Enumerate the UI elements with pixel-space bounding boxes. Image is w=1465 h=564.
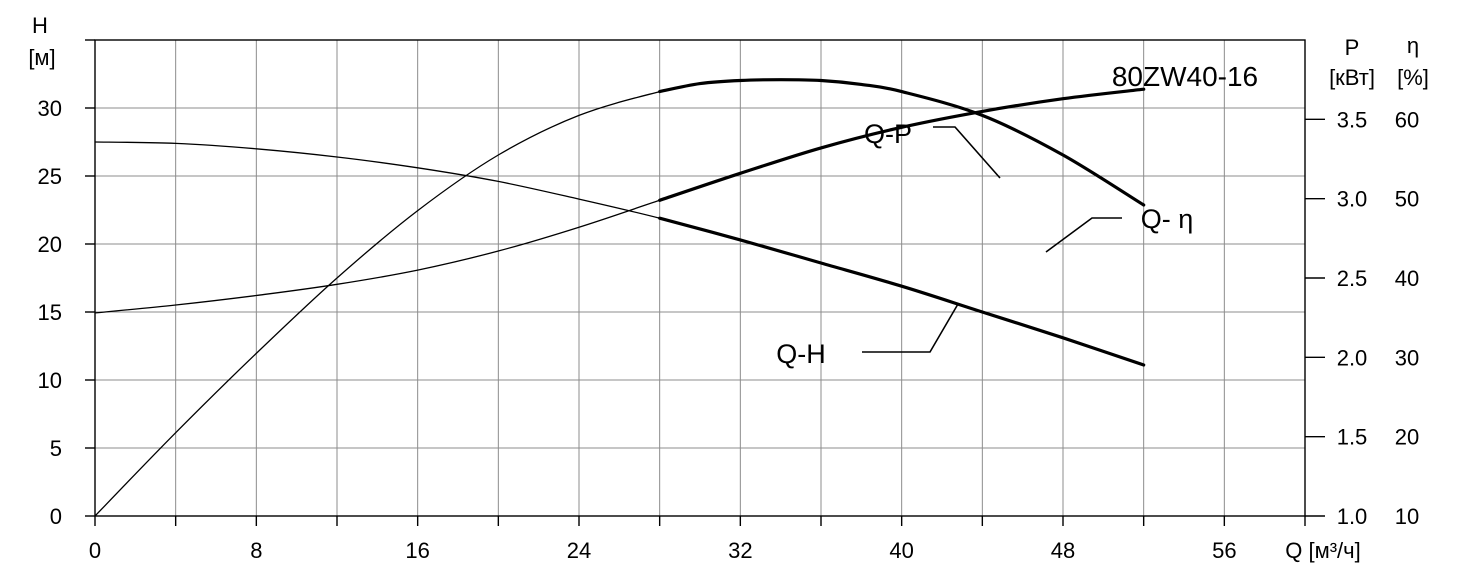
eta-tick-label: 40: [1395, 266, 1419, 291]
x-tick-label: 0: [89, 538, 101, 563]
label-q-eta: Q- η: [1141, 204, 1194, 234]
leader-q-eta: [1045, 217, 1122, 253]
p-tick-label: 2.5: [1337, 266, 1368, 291]
h-tick-label: 5: [50, 436, 62, 461]
p-axis-symbol: P: [1345, 35, 1360, 60]
h-tick-label: 30: [38, 96, 62, 121]
x-tick-label: 32: [728, 538, 752, 563]
x-tick-label: 48: [1051, 538, 1075, 563]
series-line-q-eta: [94, 79, 1145, 517]
plot-frame: [94, 39, 1306, 517]
eta-tick-label: 20: [1395, 425, 1419, 450]
p-tick-label: 3.5: [1337, 107, 1368, 132]
x-tick-label: 24: [567, 538, 591, 563]
eta-tick-label: 30: [1395, 345, 1419, 370]
p-tick-label: 1.0: [1337, 504, 1368, 529]
p-axis-unit: [кВт]: [1329, 65, 1375, 90]
series-line-q-eta-working-range: [658, 78, 1146, 207]
x-axis-label: Q [м³/ч]: [1285, 538, 1360, 563]
eta-tick-label: 60: [1395, 107, 1419, 132]
h-tick-label: 10: [38, 368, 62, 393]
x-tick-label: 40: [889, 538, 913, 563]
series-line-q-h: [94, 141, 1144, 366]
leader-q-p: [933, 126, 1001, 179]
p-tick-label: 1.5: [1337, 425, 1368, 450]
h-axis-symbol: H: [32, 13, 48, 38]
leader-q-h: [862, 303, 959, 353]
grid-lines: [95, 40, 1305, 516]
x-tick-label: 8: [250, 538, 262, 563]
eta-tick-label: 50: [1395, 187, 1419, 212]
eta-axis-symbol: η: [1407, 33, 1419, 58]
labels: 0 5 10 15 20 25 30 1.0 10 1.5 20 2.0 30 2.5 40 3.0 50 3.5…: [38, 96, 1420, 563]
p-tick-label: 3.0: [1337, 187, 1368, 212]
eta-axis-unit: [%]: [1397, 65, 1429, 90]
curves: [94, 78, 1146, 517]
p-tick-label: 2.0: [1337, 345, 1368, 370]
h-tick-label: 25: [38, 164, 62, 189]
x-tick-label: 56: [1212, 538, 1236, 563]
h-tick-label: 15: [38, 300, 62, 325]
h-axis-unit: [м]: [28, 45, 55, 70]
h-tick-label: 20: [38, 232, 62, 257]
series-line-q-p: [94, 88, 1144, 314]
series-line-q-p-working-range: [658, 87, 1146, 202]
label-q-h: Q-H: [776, 339, 826, 369]
chart-title: 80ZW40-16: [1112, 61, 1258, 92]
eta-tick-label: 10: [1395, 504, 1419, 529]
series-line-q-h-working-range: [658, 216, 1146, 367]
label-q-p: Q-P: [864, 119, 912, 149]
x-tick-label: 16: [405, 538, 429, 563]
axes: [85, 39, 1325, 526]
h-tick-label: 0: [50, 504, 62, 529]
